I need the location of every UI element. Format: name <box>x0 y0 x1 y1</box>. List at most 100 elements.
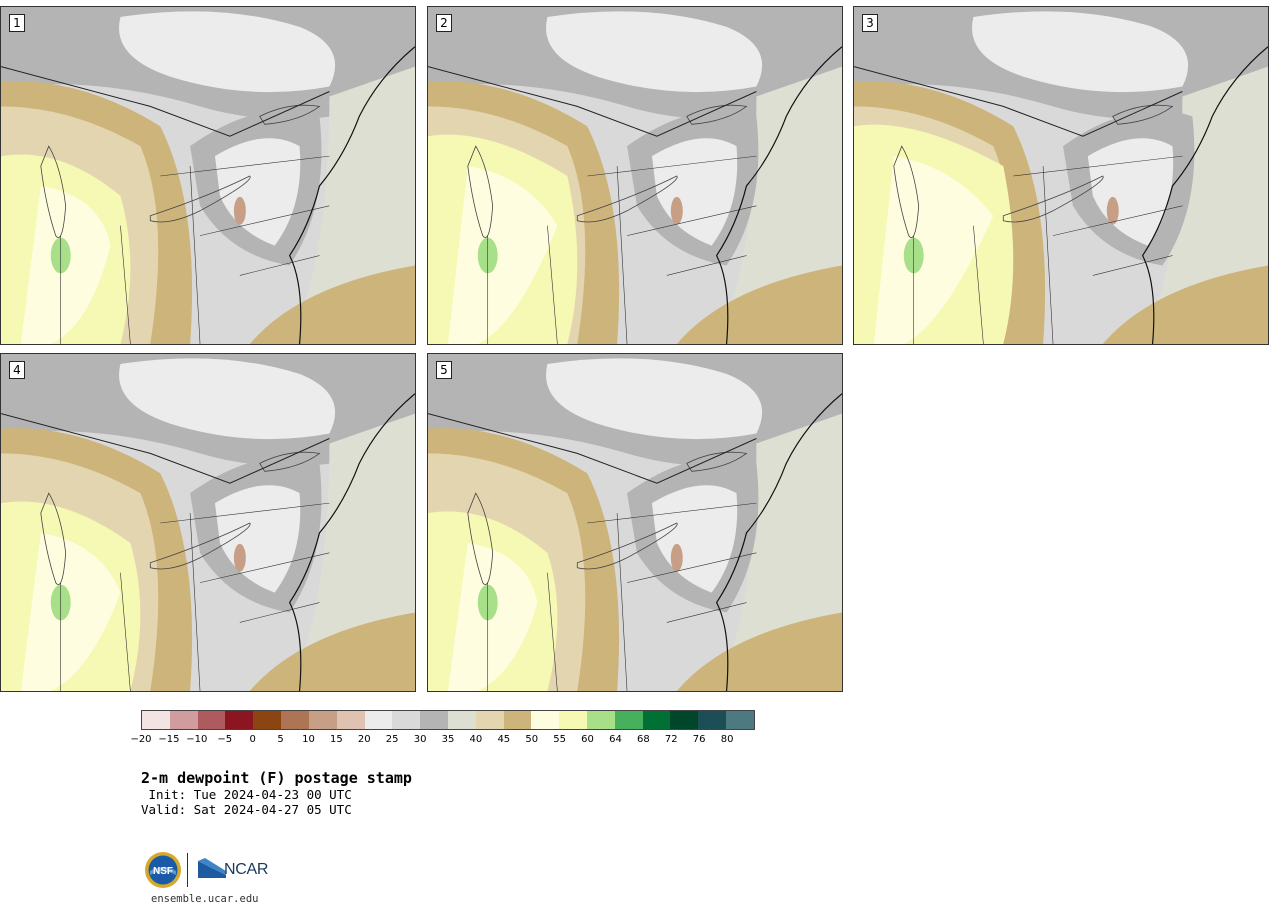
member-label-1: 1 <box>9 14 25 32</box>
state-boundaries <box>913 155 1183 344</box>
colorbar-swatch <box>142 711 170 729</box>
lake-erie-outline <box>149 522 251 570</box>
member-label-2: 2 <box>436 14 452 32</box>
atlantic-coastline <box>288 393 415 691</box>
dewpoint-map-4 <box>1 354 415 691</box>
very-dry-spot <box>233 196 246 225</box>
colorbar-swatch <box>364 711 393 729</box>
state-boundaries <box>487 502 757 691</box>
member-label-3: 3 <box>862 14 878 32</box>
colorbar-swatch <box>503 711 532 729</box>
dry-air-core <box>546 11 763 93</box>
southeast-40s-region <box>676 265 842 344</box>
colorbar-swatch <box>698 711 727 729</box>
svg-text:NSF: NSF <box>153 866 173 877</box>
colorbar-tick-label: −10 <box>186 734 208 745</box>
southeast-40s-region <box>676 612 842 691</box>
sponsor-logos: NSF NCAR <box>144 850 284 892</box>
member-label-5: 5 <box>436 361 452 379</box>
colorbar-tick-label: 0 <box>249 734 256 745</box>
colorbar-swatch <box>392 711 421 729</box>
colorbar-swatch <box>447 711 476 729</box>
colorbar-tick-label: 64 <box>609 734 622 745</box>
ncar-mark-icon <box>198 858 226 878</box>
atlantic-coastline <box>715 393 842 691</box>
us-canada-border <box>428 413 757 484</box>
ensemble-member-panel-4: 4 <box>0 353 416 692</box>
colorbar-swatch <box>225 711 254 729</box>
us-canada-border <box>1 413 330 484</box>
lake-erie-outline <box>1002 175 1104 223</box>
colorbar-swatch <box>281 711 309 729</box>
us-canada-border <box>854 66 1183 137</box>
colorbar-swatch <box>197 711 226 729</box>
lake-ontario-outline <box>259 451 321 472</box>
colorbar-tick-label: −15 <box>158 734 180 745</box>
lake-michigan-outline <box>40 145 67 238</box>
colorbar-tick-label: 30 <box>413 734 427 745</box>
dewpoint-map-1 <box>1 7 415 344</box>
southeast-40s-region <box>249 612 415 691</box>
colorbar-swatch <box>336 711 365 729</box>
colorbar-tick-label: −20 <box>130 734 152 745</box>
lake-ontario-outline <box>686 104 748 125</box>
dry-air-core <box>972 11 1189 93</box>
colorbar-tick-labels: −20 −15 −10 −5 0 5 10 15 20 25 30 35 40 45 50 55 60 64 68 7… <box>130 734 755 748</box>
colorbar-swatch <box>587 711 615 729</box>
colorbar-tick-label: 50 <box>525 734 539 745</box>
colorbar-tick-label: 45 <box>497 734 511 745</box>
lake-erie-outline <box>149 175 251 223</box>
lake-erie-outline <box>576 522 678 570</box>
dewpoint-map-2 <box>428 7 842 344</box>
colorbar-tick-label: 15 <box>329 734 343 745</box>
us-canada-border <box>1 66 330 137</box>
colorbar-tick-label: 40 <box>469 734 483 745</box>
very-dry-spot <box>670 543 683 572</box>
very-dry-spot <box>670 196 683 225</box>
colorbar-tick-label: 25 <box>385 734 399 745</box>
lake-erie-outline <box>576 175 678 223</box>
lake-ontario-outline <box>1112 104 1174 125</box>
lake-michigan-outline <box>467 492 494 585</box>
state-boundaries <box>487 155 757 344</box>
colorbar-swatch <box>475 711 504 729</box>
state-boundaries <box>60 155 330 344</box>
colorbar-tick-label: 5 <box>277 734 284 745</box>
colorbar-swatch <box>670 711 699 729</box>
colorbar-swatch <box>642 711 671 729</box>
website-url: ensemble.ucar.edu <box>151 893 259 905</box>
colorbar-tick-label: 68 <box>636 734 650 745</box>
logo-divider <box>187 853 188 887</box>
colorbar-tick-label: 60 <box>581 734 594 745</box>
dewpoint-50s-region <box>873 156 994 344</box>
valid-time: Valid: Sat 2024-04-27 05 UTC <box>141 802 352 817</box>
lake-ontario-outline <box>686 451 748 472</box>
colorbar-tick-label: 35 <box>441 734 455 745</box>
colorbar-swatch <box>308 711 337 729</box>
lake-ontario-outline <box>259 104 321 125</box>
lake-michigan-outline <box>893 145 920 238</box>
us-canada-border <box>428 66 757 137</box>
product-title: 2-m dewpoint (F) postage stamp <box>141 769 412 787</box>
member-label-4: 4 <box>9 361 25 379</box>
colorbar-swatch <box>614 711 643 729</box>
dry-air-core <box>546 358 763 440</box>
dewpoint-map-3 <box>854 7 1268 344</box>
colorbar-swatch <box>169 711 198 729</box>
init-time: Init: Tue 2024-04-23 00 UTC <box>141 787 352 802</box>
lake-michigan-outline <box>40 492 67 585</box>
colorbar-swatch <box>726 711 754 729</box>
ensemble-member-panel-3: 3 <box>853 6 1269 345</box>
atlantic-coastline <box>1141 46 1268 344</box>
colorbar-swatch <box>559 711 587 729</box>
colorbar-tick-label: 76 <box>692 734 706 745</box>
dewpoint-colorbar <box>141 710 755 730</box>
colorbar-tick-label: −5 <box>217 734 233 745</box>
very-dry-spot <box>1106 196 1119 225</box>
colorbar-swatch <box>253 711 282 729</box>
atlantic-coastline <box>288 46 415 344</box>
colorbar-tick-label: 55 <box>553 734 566 745</box>
colorbar-swatch <box>420 711 448 729</box>
southeast-40s-region <box>1102 265 1268 344</box>
dry-air-core <box>119 11 336 93</box>
